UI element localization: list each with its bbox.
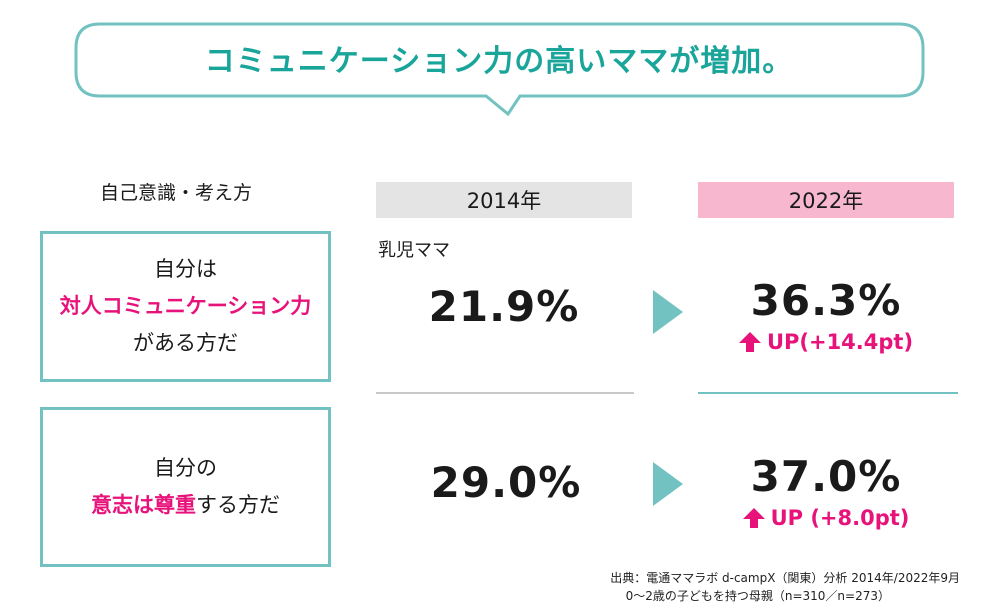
question-2-suffix: する方だ — [196, 493, 280, 517]
speech-bubble — [74, 22, 925, 117]
value-2022-row2: 37.0% — [750, 452, 902, 501]
section-label: 自己意識・考え方 — [100, 182, 253, 204]
question-1-line3: がある方だ — [133, 331, 238, 355]
question-1-highlight: 対人コミュニケーション力 — [59, 294, 312, 318]
delta-row2: UP (+8.0pt) — [698, 506, 954, 530]
question-2-highlight: 意志は尊重 — [91, 493, 196, 517]
question-2-line2: 意志は尊重する方だ — [91, 487, 280, 524]
arrow-right-icon — [653, 462, 683, 506]
arrow-right-icon — [653, 290, 683, 334]
question-box-2: 自分の 意志は尊重する方だ — [40, 407, 331, 567]
delta-row1: UP(+14.4pt) — [698, 330, 954, 354]
source-line-1: 出典：電通ママラボ d-campX（関東）分析 2014年/2022年9月 — [610, 571, 960, 585]
page-title: コミュニケーション力の高いママが増加。 — [204, 44, 794, 79]
question-box-1: 自分は 対人コミュニケーション力 がある方だ — [40, 231, 331, 382]
year-header-2022: 2022年 — [698, 182, 954, 218]
source-line-2: 0〜2歳の子どもを持つ母親（n=310／n=273） — [625, 589, 890, 603]
year-header-2014: 2014年 — [376, 182, 632, 218]
value-2022-row1: 36.3% — [750, 276, 902, 325]
up-arrow-icon — [742, 508, 765, 528]
delta-row1-text: UP(+14.4pt) — [766, 330, 914, 354]
question-1-line1: 自分は — [154, 257, 217, 281]
value-2014-row2: 29.0% — [430, 458, 582, 507]
delta-row2-text: UP (+8.0pt) — [770, 506, 910, 530]
subgroup-label: 乳児ママ — [378, 240, 450, 261]
speech-bubble-shape — [74, 22, 925, 117]
question-2-line1: 自分の — [154, 456, 217, 480]
row-divider-2014 — [376, 392, 634, 394]
value-2014-row1: 21.9% — [428, 282, 580, 331]
up-arrow-icon — [738, 332, 761, 352]
row-divider-2022 — [698, 392, 958, 394]
